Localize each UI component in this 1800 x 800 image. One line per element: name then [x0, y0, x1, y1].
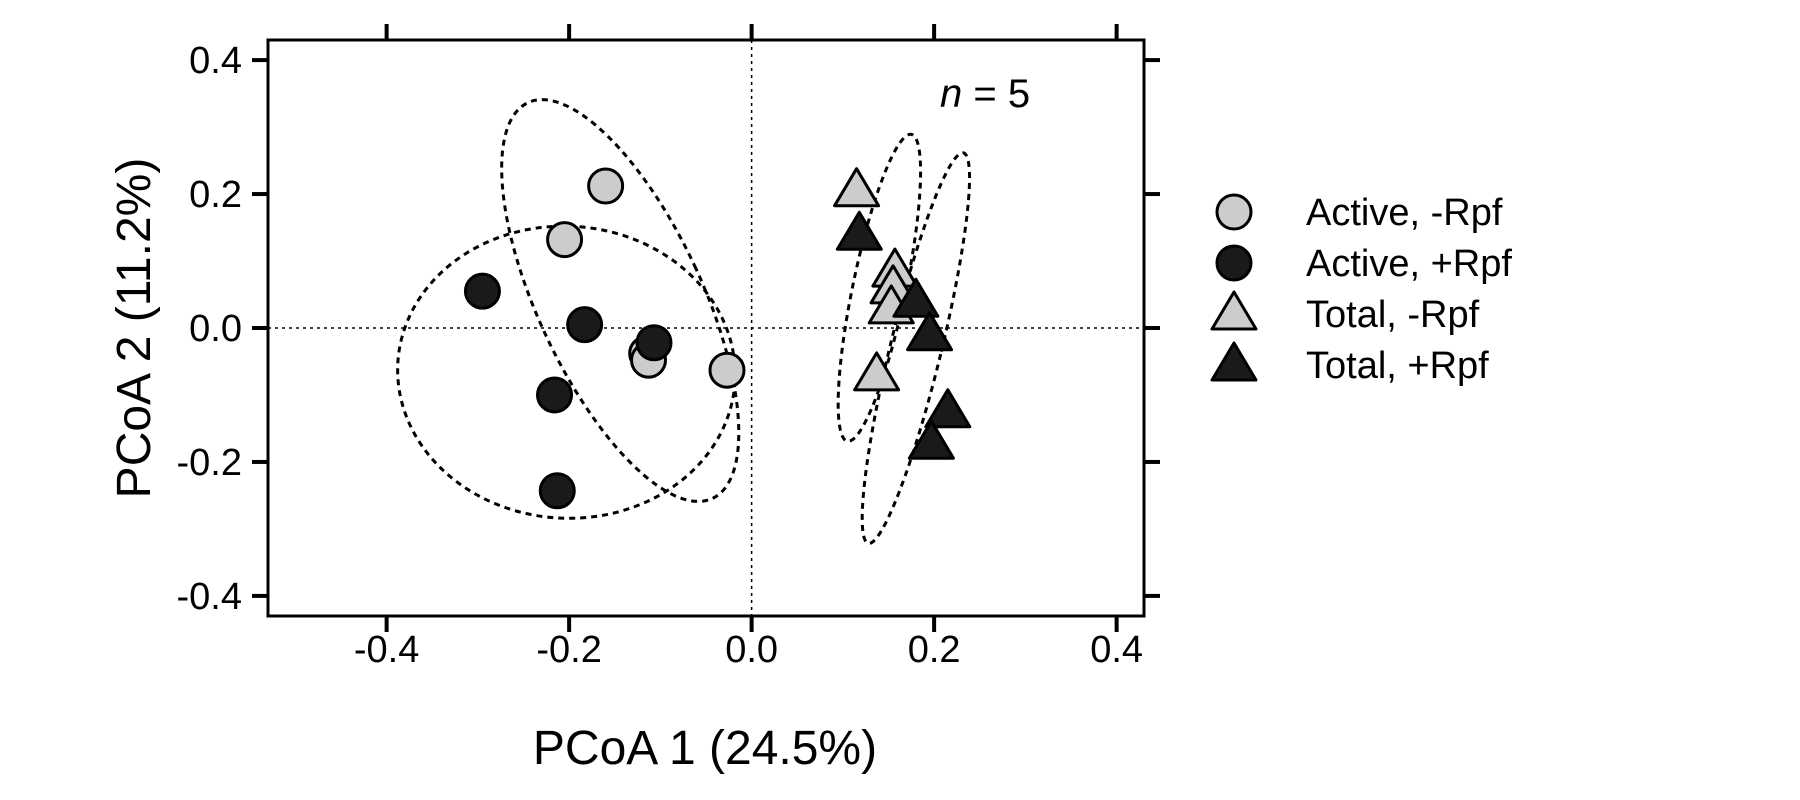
legend-label: Active, +Rpf — [1306, 243, 1512, 285]
y-tick-label: -0.4 — [177, 576, 242, 618]
point-active-rpf — [538, 472, 576, 510]
x-tick-label: 0.4 — [1090, 629, 1143, 671]
ellipse-active-rpf — [500, 98, 741, 503]
legend-marker — [1215, 193, 1253, 231]
legend-marker — [1210, 341, 1258, 382]
legend-label: Active, -Rpf — [1306, 192, 1503, 234]
legend-label: Total, +Rpf — [1306, 345, 1489, 387]
point-active-rpf — [566, 306, 604, 344]
legend-item-total-rpf: Total, -Rpf — [1210, 290, 1480, 336]
n-symbol: n — [940, 72, 962, 116]
series-total-rpf — [835, 210, 972, 460]
axis-tick-labels: -0.4 -0.2 0.0 0.2 0.4 -0.4 -0.2 0.0 0.2 0.4 — [177, 40, 1144, 671]
axis-ticks — [252, 24, 1160, 632]
legend-item-active-rpf: Active, -Rpf — [1215, 192, 1503, 234]
point-active-rpf — [587, 167, 625, 205]
legend-marker — [1215, 244, 1253, 282]
legend-item-total-rpf: Total, +Rpf — [1210, 341, 1489, 387]
point-total-rpf — [833, 167, 881, 208]
point-total-rpf — [924, 388, 972, 429]
point-total-rpf — [906, 311, 954, 352]
y-tick-label: -0.2 — [177, 442, 242, 484]
point-total-rpf — [907, 419, 955, 460]
y-tick-label: 0.0 — [189, 308, 242, 350]
x-tick-label: -0.4 — [354, 629, 419, 671]
x-tick-label: -0.2 — [536, 629, 601, 671]
legend: Active, -Rpf Active, +Rpf Total, -Rpf Total… — [1210, 192, 1512, 387]
y-tick-label: 0.4 — [189, 40, 242, 82]
n-value: = 5 — [962, 72, 1030, 116]
y-tick-label: 0.2 — [189, 174, 242, 216]
x-axis-title: PCoA 1 (24.5%) — [533, 722, 877, 775]
x-tick-label: 0.0 — [725, 629, 778, 671]
x-tick-label: 0.2 — [908, 629, 961, 671]
reference-lines — [268, 40, 1144, 616]
data-points — [463, 167, 972, 510]
legend-item-active-rpf: Active, +Rpf — [1215, 243, 1512, 285]
point-total-rpf — [853, 351, 901, 392]
point-active-rpf — [536, 376, 574, 414]
legend-marker — [1210, 290, 1258, 331]
series-active-rpf — [463, 272, 673, 510]
point-active-rpf — [463, 272, 501, 310]
point-active-rpf — [546, 221, 584, 259]
point-active-rpf — [708, 351, 746, 389]
point-total-rpf — [835, 210, 883, 251]
point-active-rpf — [635, 324, 673, 362]
point-total-rpf — [892, 277, 940, 318]
n-annotation: n = 5 — [940, 72, 1030, 116]
legend-label: Total, -Rpf — [1306, 294, 1480, 336]
y-axis-title: PCoA 2 (11.2%) — [108, 158, 161, 499]
